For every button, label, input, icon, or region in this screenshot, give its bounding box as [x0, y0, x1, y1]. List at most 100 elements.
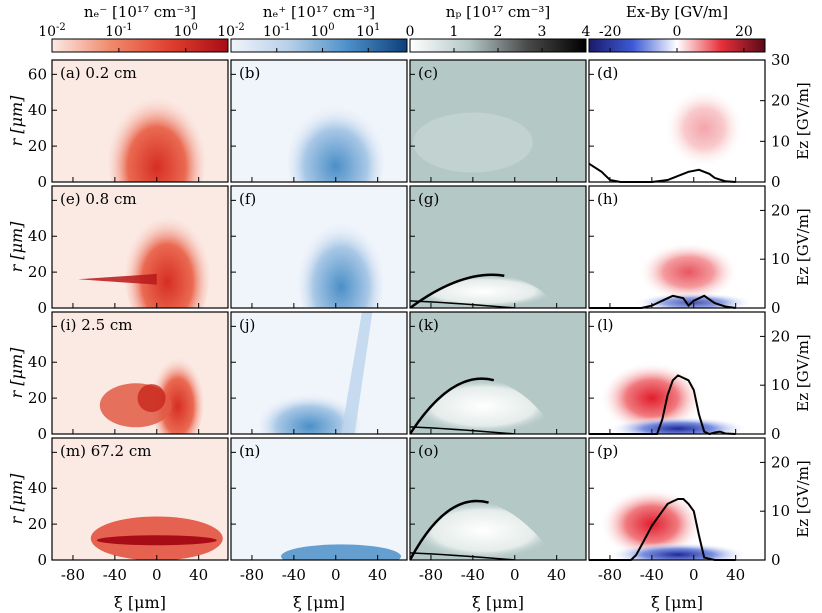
x-tick-label: 0 — [510, 566, 520, 584]
panel-label: (a) 0.2 cm — [60, 64, 137, 82]
field-lobe-positive — [599, 488, 704, 560]
colorbar-tick-label: 100 — [310, 22, 334, 40]
colorbar-label: nₑ⁺ [10¹⁷ cm⁻³] — [263, 3, 375, 21]
electron-bunch — [125, 213, 210, 308]
colorbar-tick-label: 10-2 — [38, 22, 66, 40]
right-y-tick-label: 20 — [771, 327, 790, 345]
right-y-tick-label: 10 — [771, 250, 790, 268]
x-axis-label: ξ [μm] — [114, 593, 166, 612]
electron-bunch — [108, 94, 205, 182]
x-tick-label: -40 — [282, 566, 306, 584]
right-y-tick-label: 20 — [771, 92, 790, 110]
colorbar-tick-label: 4 — [582, 24, 591, 40]
panel-(m) — [52, 438, 228, 560]
positron-bunch — [259, 393, 360, 434]
x-tick-label: 0 — [331, 566, 341, 584]
right-y-axis-label: Ez [GV/m] — [794, 208, 812, 285]
plasma-cavity — [410, 500, 557, 560]
panel-frame — [588, 59, 766, 183]
y-tick-label: 40 — [28, 479, 47, 497]
panel-label: (o) — [418, 442, 439, 460]
y-axis-label: r [μm] — [7, 473, 26, 525]
colorbar-label: Ex-By [GV/m] — [626, 3, 728, 21]
positron-bunch — [281, 544, 401, 560]
colorbar-tick-label: 0 — [673, 24, 682, 40]
x-tick-label: -80 — [240, 566, 264, 584]
panel-label: (c) — [418, 64, 438, 82]
colorbar-tick-label: 20 — [735, 24, 753, 40]
right-y-tick-label: 20 — [771, 453, 790, 471]
right-y-tick-label: 20 — [771, 201, 790, 219]
right-y-axis-label: Ez [GV/m] — [794, 460, 812, 537]
colorbar-tick-label: 10-2 — [217, 22, 245, 40]
plasma-perturbation — [412, 112, 533, 173]
y-tick-label: 20 — [28, 137, 47, 155]
panel-(k) — [410, 312, 586, 434]
panel-label: (d) — [597, 64, 618, 82]
panel-(e) — [52, 186, 228, 308]
positron-bunch — [299, 221, 383, 308]
x-tick-label: 40 — [547, 566, 566, 584]
panel-label: (j) — [239, 316, 255, 334]
panel-label: (l) — [597, 316, 614, 334]
x-tick-label: -40 — [103, 566, 127, 584]
y-tick-label: 20 — [28, 515, 47, 533]
right-y-tick-label: 0 — [771, 551, 781, 569]
x-tick-label: 40 — [189, 566, 208, 584]
field-lobe-negative — [633, 292, 754, 308]
electron-loops — [137, 384, 166, 413]
y-axis-label: r [μm] — [7, 347, 26, 399]
right-y-tick-label: 0 — [771, 425, 781, 443]
plasma-cavity — [410, 274, 557, 308]
panel-(c) — [410, 60, 586, 182]
x-tick-label: -80 — [598, 566, 622, 584]
panel-label: (g) — [418, 190, 439, 208]
colorbar-2 — [230, 38, 408, 53]
right-y-tick-label: 30 — [771, 51, 790, 69]
colorbar-1 — [51, 38, 229, 53]
panel-label: (p) — [597, 442, 618, 460]
panel-frame — [409, 311, 587, 435]
panel-(d) — [589, 60, 765, 182]
panel-(f) — [231, 186, 407, 308]
panel-background — [231, 438, 407, 560]
y-tick-label: 20 — [28, 263, 47, 281]
field-lobe-positive — [638, 242, 739, 303]
field-lobe — [664, 88, 745, 169]
panel-frame — [51, 185, 229, 309]
right-y-axis-label: Ez [GV/m] — [794, 334, 812, 411]
panel-label: (k) — [418, 316, 439, 334]
x-axis-label: ξ [μm] — [651, 593, 703, 612]
panel-label: (b) — [239, 64, 260, 82]
panel-(a) — [52, 60, 228, 182]
y-tick-label: 0 — [37, 173, 47, 191]
panel-frame — [230, 437, 408, 561]
colorbar-tick-label: -20 — [599, 24, 622, 40]
plasma-sheath-inner — [410, 552, 515, 560]
colorbar-label: nₚ [10¹⁷ cm⁻³] — [446, 3, 551, 21]
y-tick-label: 0 — [37, 425, 47, 443]
panel-frame — [51, 59, 229, 183]
plasma-sheath-inner — [410, 426, 515, 434]
field-lobe-negative — [608, 416, 749, 434]
panel-(i) — [52, 312, 228, 434]
panel-frame — [230, 59, 408, 183]
positron-bunch — [287, 104, 384, 182]
panel-label: (n) — [239, 442, 260, 460]
positron-stream — [341, 312, 373, 434]
electron-core — [96, 535, 217, 546]
colorbar-label: nₑ⁻ [10¹⁷ cm⁻³] — [84, 3, 196, 21]
panel-label: (m) 67.2 cm — [60, 442, 152, 460]
panel-frame — [588, 437, 766, 561]
right-y-axis-label: Ez [GV/m] — [794, 82, 812, 159]
colorbar-tick-label: 0 — [406, 24, 415, 40]
panel-frame — [51, 437, 229, 561]
colorbar-tick-label: 2 — [494, 24, 503, 40]
y-tick-label: 0 — [37, 551, 47, 569]
colorbar-tick-label: 10-1 — [105, 22, 133, 40]
right-y-tick-label: 0 — [771, 173, 781, 191]
panel-label: (e) 0.8 cm — [60, 190, 137, 208]
electron-filament — [78, 273, 157, 285]
panel-label: (f) — [239, 190, 256, 208]
